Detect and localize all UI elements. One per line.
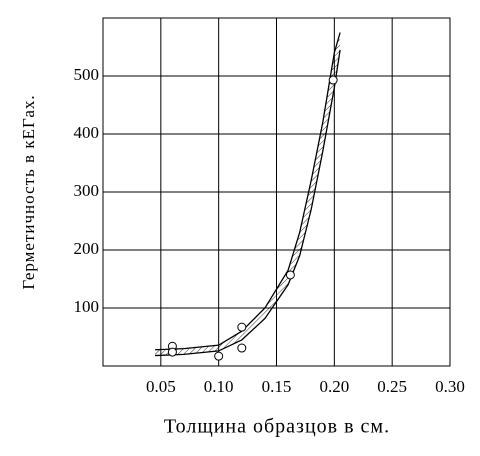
band-edge — [155, 49, 341, 357]
band-edge — [155, 32, 341, 351]
y-tick-label: 400 — [74, 123, 100, 142]
y-axis-label: Герметичность в кЕГах. — [19, 94, 38, 289]
y-tick-label: 500 — [74, 65, 100, 84]
x-tick-label: 0.25 — [377, 377, 407, 396]
data-point — [285, 270, 295, 280]
x-tick-label: 0.20 — [319, 377, 349, 396]
y-tick-label: 200 — [74, 239, 100, 258]
data-point — [214, 351, 224, 361]
data-point — [237, 343, 247, 353]
y-tick-label: 100 — [74, 297, 100, 316]
data-point — [167, 347, 177, 357]
band-fill — [155, 32, 341, 356]
x-tick-label: 0.15 — [262, 377, 292, 396]
y-tick-label: 300 — [74, 181, 100, 200]
x-tick-label: 0.05 — [146, 377, 176, 396]
x-tick-label: 0.10 — [204, 377, 234, 396]
x-axis-label: Толщина образцов в см. — [164, 416, 390, 438]
x-tick-label: 0.30 — [435, 377, 465, 396]
data-point — [237, 322, 247, 332]
data-point — [328, 75, 338, 85]
